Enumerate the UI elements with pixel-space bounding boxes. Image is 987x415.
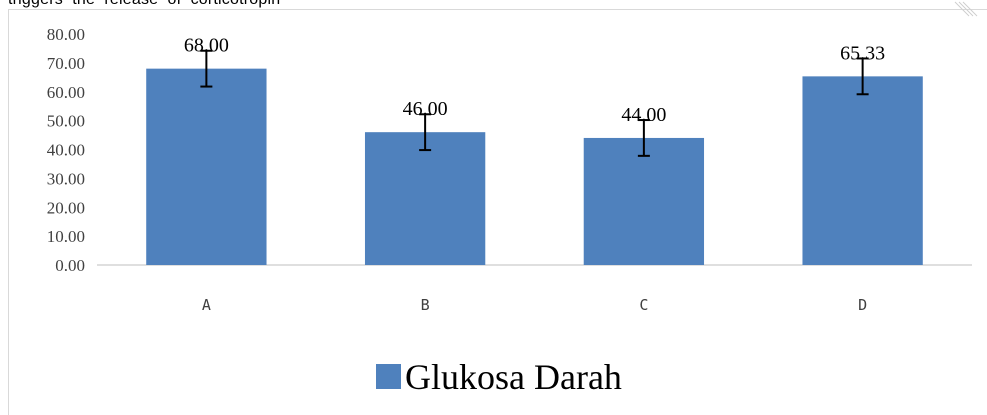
y-tick-label: 20.00 [47, 198, 85, 217]
error-bar-d [856, 57, 869, 96]
y-tick-label: 50.00 [47, 112, 85, 131]
legend: Glukosa Darah [376, 357, 622, 397]
corner-watermark-graphic [954, 1, 978, 17]
y-tick-label: 70.00 [47, 54, 85, 73]
x-tick-label-a: A [202, 296, 211, 314]
y-axis-tick-labels: 0.00 10.00 20.00 30.00 40.00 50.00 60.00 70.00 8… [47, 25, 85, 275]
bars-group [146, 68, 923, 266]
y-tick-label: 60.00 [47, 83, 85, 102]
error-bars-group [200, 49, 869, 157]
bar-a [146, 68, 267, 266]
data-label-a: 68.00 [184, 35, 229, 57]
data-label-d: 65.33 [840, 42, 885, 64]
y-tick-label: 0.00 [55, 256, 85, 275]
y-tick-label: 30.00 [47, 169, 85, 188]
page-top-text-fragment: triggers the release of corticotropin [8, 0, 280, 9]
data-labels-group: 68.00 46.00 44.00 65.33 [184, 35, 885, 126]
error-bar-a [200, 49, 213, 88]
x-axis-tick-labels: A B C D [202, 296, 867, 314]
data-label-b: 46.00 [403, 98, 448, 120]
data-label-c: 44.00 [621, 104, 666, 126]
error-bar-b [419, 113, 432, 152]
error-bar-c [637, 119, 650, 157]
x-tick-label-c: C [639, 296, 648, 314]
y-tick-label: 40.00 [47, 141, 85, 160]
x-tick-label-d: D [858, 296, 867, 314]
y-tick-label: 80.00 [47, 25, 85, 44]
bar-c [583, 137, 705, 265]
y-tick-label: 10.00 [47, 227, 85, 246]
legend-swatch-glukosa-darah [376, 364, 401, 389]
bar-b [364, 132, 486, 265]
x-tick-label-b: B [421, 296, 430, 314]
bar-d [802, 76, 923, 266]
chart-frame [8, 9, 987, 415]
legend-label-glukosa-darah: Glukosa Darah [405, 357, 622, 397]
